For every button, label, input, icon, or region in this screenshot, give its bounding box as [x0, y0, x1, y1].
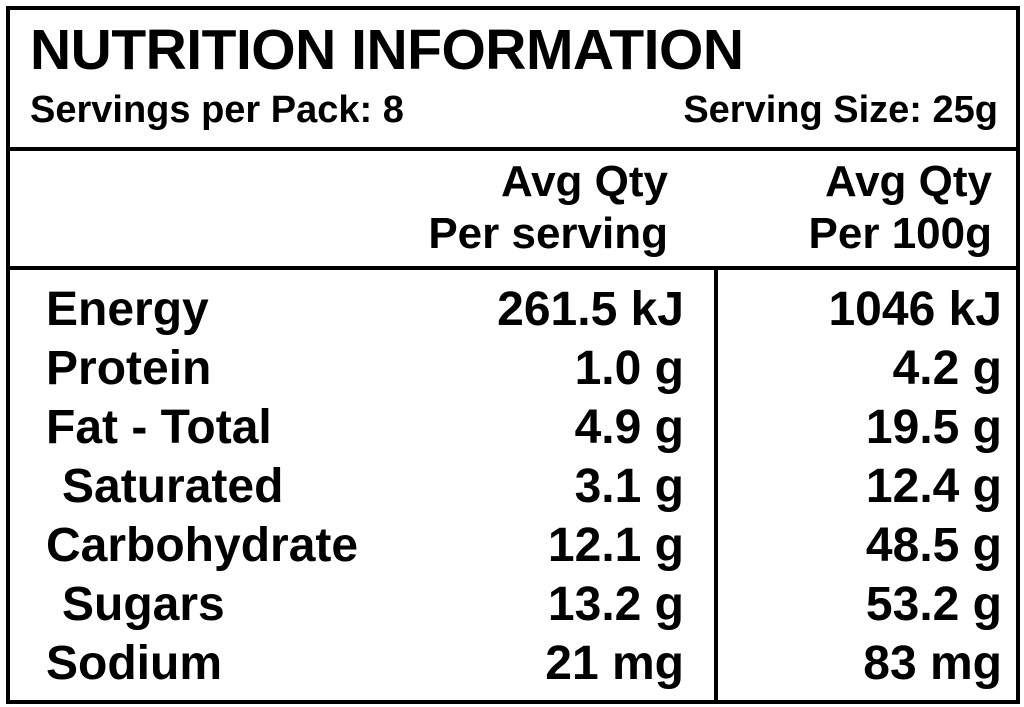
- column-header-per-serving-line1: Avg Qty: [500, 157, 668, 206]
- value-per-100g: 48.5 g: [865, 519, 1002, 572]
- nutrient-name: Saturated: [62, 460, 284, 513]
- nutrient-name: Fat - Total: [46, 401, 272, 454]
- column-header-per-serving: Avg Qty Per serving: [428, 156, 668, 260]
- value-per-100g: 12.4 g: [865, 460, 1002, 513]
- nutrient-name: Carbohydrate: [46, 519, 359, 572]
- table-row-sodium: Sodium 21 mg 83 mg: [10, 634, 1016, 694]
- table-row-carbohydrate: Carbohydrate 12.1 g 48.5 g: [10, 516, 1016, 576]
- value-per-serving: 1.0 g: [574, 342, 684, 395]
- table-row-fat-total: Fat - Total 4.9 g 19.5 g: [10, 398, 1016, 458]
- value-per-serving: 21 mg: [545, 637, 684, 690]
- table-row-protein: Protein 1.0 g 4.2 g: [10, 339, 1016, 399]
- servings-per-pack: Servings per Pack: 8: [30, 89, 404, 131]
- column-header-per-100g: Avg Qty Per 100g: [809, 156, 992, 260]
- value-per-100g: 19.5 g: [865, 401, 1002, 454]
- table-row-saturated: Saturated 3.1 g 12.4 g: [10, 457, 1016, 517]
- table-row-sugars: Sugars 13.2 g 53.2 g: [10, 575, 1016, 635]
- nutrient-name: Energy: [46, 283, 209, 336]
- column-header-per-serving-line2: Per serving: [428, 209, 668, 258]
- value-per-100g: 53.2 g: [865, 578, 1002, 631]
- value-per-serving: 13.2 g: [547, 578, 684, 631]
- value-per-serving: 3.1 g: [574, 460, 684, 513]
- header-divider: [10, 147, 1016, 151]
- nutrient-name: Sodium: [46, 637, 222, 690]
- column-header-per-100g-line2: Per 100g: [808, 209, 992, 258]
- value-per-100g: 83 mg: [863, 637, 1002, 690]
- nutrition-panel: NUTRITION INFORMATION Servings per Pack:…: [6, 6, 1020, 704]
- value-per-serving: 261.5 kJ: [497, 283, 684, 336]
- column-header-divider: [10, 266, 1016, 270]
- panel-title: NUTRITION INFORMATION: [30, 18, 744, 82]
- serving-size: Serving Size: 25g: [683, 89, 998, 131]
- value-per-serving: 12.1 g: [547, 519, 684, 572]
- value-per-100g: 4.2 g: [892, 342, 1002, 395]
- value-per-100g: 1046 kJ: [828, 283, 1002, 336]
- table-row-energy: Energy 261.5 kJ 1046 kJ: [10, 280, 1016, 340]
- nutrient-name: Sugars: [62, 578, 225, 631]
- column-header-per-100g-line1: Avg Qty: [824, 157, 992, 206]
- column-divider: [714, 266, 718, 700]
- value-per-serving: 4.9 g: [574, 401, 684, 454]
- nutrient-name: Protein: [46, 342, 212, 395]
